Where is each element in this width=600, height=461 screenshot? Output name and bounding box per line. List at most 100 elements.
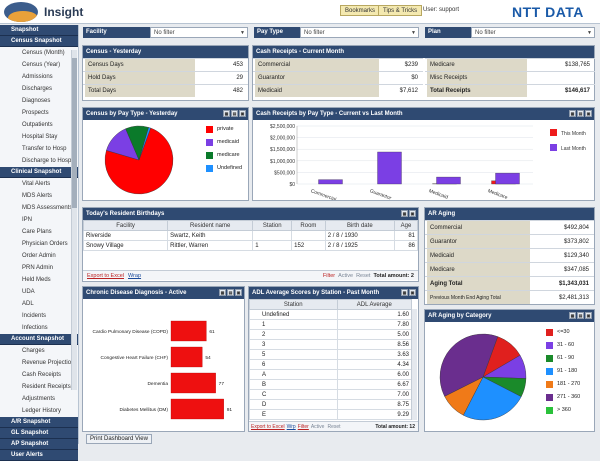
table-cell: 6.00 xyxy=(337,370,411,380)
filter-link[interactable]: Filter xyxy=(298,424,309,430)
sidebar-item[interactable]: IPN xyxy=(0,214,78,226)
grid-icon[interactable]: ▦ xyxy=(223,110,230,117)
sidebar-item[interactable]: Admissions xyxy=(0,71,78,83)
sidebar-group[interactable]: GL Snapshot xyxy=(0,428,78,439)
column-header[interactable]: Station xyxy=(250,300,338,310)
column-header[interactable]: Birth date xyxy=(325,221,394,231)
sidebar-item[interactable]: PRN Admin xyxy=(0,262,78,274)
sidebar-item[interactable]: Ledger History xyxy=(0,405,78,417)
reset-link[interactable]: Reset xyxy=(356,273,370,279)
active-link[interactable]: Active xyxy=(338,273,353,279)
chart-icon[interactable]: ▤ xyxy=(227,289,234,296)
paytype-filter-select[interactable]: No filter▼ xyxy=(300,27,419,38)
export-icon[interactable]: ▣ xyxy=(585,110,592,117)
active-link[interactable]: Active xyxy=(311,424,325,430)
sidebar-item[interactable]: Vital Alerts xyxy=(0,178,78,190)
grid-icon[interactable]: ▦ xyxy=(401,289,408,296)
tips-tricks-button[interactable]: Tips & Tricks xyxy=(378,5,422,16)
export-icon[interactable]: ▣ xyxy=(409,210,416,217)
sidebar-item[interactable]: Infections xyxy=(0,322,78,334)
grid-icon[interactable]: ▦ xyxy=(569,110,576,117)
export-excel-link[interactable]: Export to Excel xyxy=(251,424,285,430)
sidebar-group[interactable]: A/R Snapshot xyxy=(0,417,78,428)
sidebar-item[interactable]: Held Meds xyxy=(0,274,78,286)
kv-row: Misc Receipts xyxy=(425,71,595,84)
sidebar-item[interactable]: Charges xyxy=(0,345,78,357)
export-icon[interactable]: ▣ xyxy=(239,110,246,117)
export-icon[interactable]: ▣ xyxy=(235,289,242,296)
sidebar-item[interactable]: Census (Month) xyxy=(0,47,78,59)
grid-icon[interactable]: ▦ xyxy=(401,210,408,217)
sidebar-item[interactable]: Discharge to Hosp xyxy=(0,155,78,167)
sidebar-group[interactable]: AP Snapshot xyxy=(0,439,78,450)
sidebar-item[interactable]: Order Admin xyxy=(0,250,78,262)
grid-icon[interactable]: ▦ xyxy=(569,312,576,319)
chart-icon[interactable]: ▤ xyxy=(577,110,584,117)
sidebar-group[interactable]: User Alerts xyxy=(0,450,78,461)
export-excel-link[interactable]: Export to Excel xyxy=(87,273,124,279)
sidebar-item[interactable]: Hospital Stay xyxy=(0,131,78,143)
sidebar-group[interactable]: Census Snapshot xyxy=(0,36,78,47)
sidebar-scrollbar[interactable] xyxy=(71,50,77,390)
sidebar-item[interactable]: ADL xyxy=(0,298,78,310)
facility-filter-select[interactable]: No filter▼ xyxy=(150,27,248,38)
sidebar-item[interactable]: Incidents xyxy=(0,310,78,322)
sidebar-item[interactable]: Physician Orders xyxy=(0,238,78,250)
x-tick-label: Commercial xyxy=(310,188,337,200)
sidebar-item[interactable]: Revenue Projectio xyxy=(0,357,78,369)
aging-pie-chart xyxy=(433,327,533,427)
adl-scrollbar[interactable] xyxy=(411,309,417,420)
sidebar-group[interactable]: Clinical Snapshot xyxy=(0,167,78,178)
column-header[interactable]: Age xyxy=(394,221,417,231)
sidebar-group[interactable]: Account Snapshot xyxy=(0,334,78,345)
export-icon[interactable]: ▣ xyxy=(409,289,416,296)
sidebar-item[interactable]: Discharges xyxy=(0,83,78,95)
sidebar-group[interactable]: Snapshot xyxy=(0,25,78,36)
panel-header: Cash Receipts by Pay Type - Current vs L… xyxy=(253,108,594,120)
sidebar-item[interactable]: Care Plans xyxy=(0,226,78,238)
grid-icon[interactable]: ▦ xyxy=(219,289,226,296)
export-icon[interactable]: ▣ xyxy=(585,312,592,319)
column-header[interactable]: Resident name xyxy=(168,221,253,231)
column-header[interactable]: Facility xyxy=(84,221,168,231)
chart-icon[interactable]: ▤ xyxy=(231,110,238,117)
sidebar-item[interactable]: Prospects xyxy=(0,107,78,119)
sidebar-item[interactable]: Cash Receipts xyxy=(0,369,78,381)
data-label: 61 xyxy=(209,329,215,335)
sidebar-item[interactable]: Outpatients xyxy=(0,119,78,131)
sidebar-item[interactable]: Adjustments xyxy=(0,393,78,405)
sidebar-item[interactable]: Resident Receipts xyxy=(0,381,78,393)
bookmarks-button[interactable]: Bookmarks xyxy=(340,5,380,16)
sidebar-item[interactable]: MDS Assessments xyxy=(0,202,78,214)
chart-icon[interactable]: ▤ xyxy=(577,312,584,319)
sidebar-item[interactable]: UDA xyxy=(0,286,78,298)
sidebar-item[interactable]: Diagnoses xyxy=(0,95,78,107)
reset-link[interactable]: Reset xyxy=(327,424,340,430)
sidebar-item[interactable]: MDS Alerts xyxy=(0,190,78,202)
print-dashboard-button[interactable]: Print Dashboard View xyxy=(86,434,152,444)
filter-link[interactable]: Filter xyxy=(323,273,335,279)
column-header[interactable]: Station xyxy=(253,221,292,231)
column-header[interactable]: ADL Average xyxy=(337,300,411,310)
wrap-link[interactable]: Wrap xyxy=(128,273,141,279)
plan-filter-select[interactable]: No filter▼ xyxy=(471,27,595,38)
column-header[interactable]: Room xyxy=(292,221,326,231)
sidebar-item[interactable]: Transfer to Hosp xyxy=(0,143,78,155)
wrap-link[interactable]: Wrp xyxy=(287,424,296,430)
sidebar-item[interactable]: Census (Year) xyxy=(0,59,78,71)
